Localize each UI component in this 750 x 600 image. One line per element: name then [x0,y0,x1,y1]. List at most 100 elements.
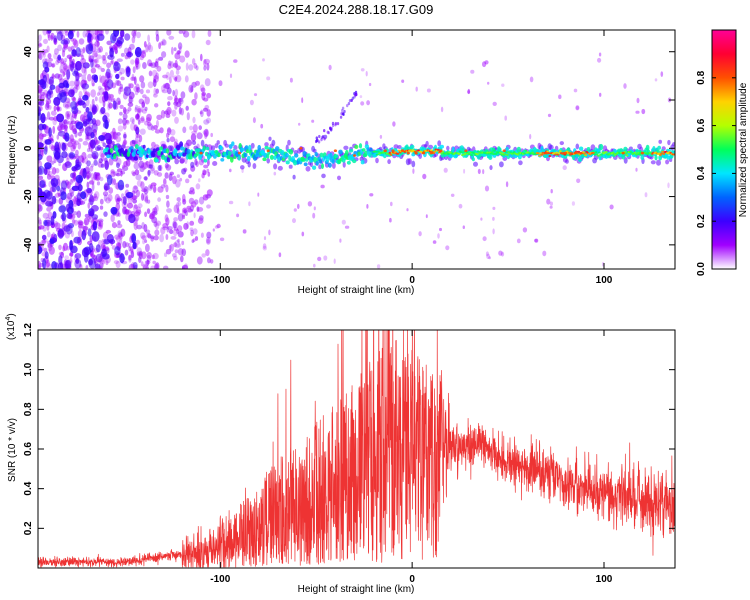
noise-speckle [109,94,115,99]
noise-speckle [38,204,43,212]
noise-speckle [174,88,179,97]
noise-speckle [140,181,145,190]
noise-speckle [175,69,180,75]
noise-speckle [113,178,117,185]
background-speckle [236,213,240,218]
noise-blob [88,243,94,253]
noise-speckle [160,109,166,119]
noise-blob [73,236,81,244]
noise-speckle [179,46,182,54]
noise-speckle [166,87,172,95]
noise-speckle [165,194,170,200]
noise-speckle [82,30,87,38]
signal-core [388,151,392,154]
background-speckle [486,253,490,259]
noise-blob [90,205,99,212]
signal-core [492,153,495,155]
snr-axes: -100 0 100 0.2 0.4 0.6 0.8 1.0 1.2 [23,323,675,585]
noise-blob [82,94,89,101]
colorbar-tick-label: 0.8 [696,70,707,84]
snr-ytick-label: 1.0 [23,362,34,376]
noise-blob [61,212,66,222]
signal-envelope [407,158,412,165]
background-speckle [432,240,437,244]
noise-speckle [185,139,193,147]
noise-speckle [174,76,178,82]
signal-envelope [233,145,238,150]
signal-envelope [147,169,151,176]
noise-speckle [147,123,154,131]
noise-speckle [122,241,127,249]
noise-speckle [125,119,130,125]
noise-speckle [154,204,159,213]
noise-speckle [99,176,104,182]
noise-speckle [135,65,139,70]
noise-speckle [180,91,186,99]
colorbar-tick-label: 0.6 [696,118,707,132]
noise-blob [48,127,52,137]
noise-speckle [145,243,150,253]
noise-speckle [85,265,89,269]
signal-core [588,153,592,156]
signal-envelope [143,176,148,181]
noise-speckle [120,52,125,57]
noise-speckle [133,185,138,190]
noise-blob [110,206,118,215]
noise-speckle [133,162,140,170]
noise-speckle [146,259,150,266]
noise-speckle [58,121,64,126]
noise-speckle [133,204,138,209]
noise-speckle [38,43,43,47]
signal-band [354,144,359,149]
noise-speckle [169,229,174,234]
dispersed-trace [323,137,326,141]
signal-envelope [575,143,580,150]
noise-speckle [203,97,209,102]
background-speckle [369,193,374,197]
noise-blob [91,214,99,220]
signal-core [661,150,665,153]
noise-speckle [148,70,153,77]
dispersed-trace [317,140,321,144]
noise-speckle [164,162,169,169]
signal-envelope [305,166,311,172]
background-speckle [307,201,313,207]
noise-blob [66,212,73,219]
noise-blob [75,121,84,130]
spectrogram-xtick-label: 100 [596,275,613,286]
background-speckle [549,205,553,209]
noise-speckle [131,170,136,175]
signal-band [180,146,185,151]
noise-speckle [132,185,139,194]
signal-core [469,151,472,154]
noise-speckle [200,109,204,118]
noise-speckle [129,117,135,123]
noise-speckle [147,59,152,67]
noise-speckle [69,252,74,257]
background-speckle [298,122,301,126]
noise-speckle [77,131,82,137]
noise-speckle [38,261,41,268]
noise-speckle [57,192,61,197]
signal-band [338,149,343,155]
signal-core [436,148,440,151]
noise-blob [94,263,101,269]
noise-speckle [57,44,62,52]
signal-hotspot [383,149,387,152]
signal-hotspot [400,149,405,152]
noise-speckle [195,183,201,190]
snr-ytick-label: 0.2 [23,521,34,535]
noise-speckle [42,30,48,36]
noise-speckle [75,84,80,91]
signal-envelope [93,159,98,166]
noise-speckle [189,125,194,131]
signal-hotspot [299,147,303,150]
noise-blob [53,233,58,243]
noise-speckle [59,123,65,130]
noise-speckle [133,86,138,92]
background-speckle [366,100,370,106]
noise-speckle [73,39,79,49]
signal-core [577,150,581,153]
noise-speckle [165,83,170,89]
noise-blob [92,221,98,231]
